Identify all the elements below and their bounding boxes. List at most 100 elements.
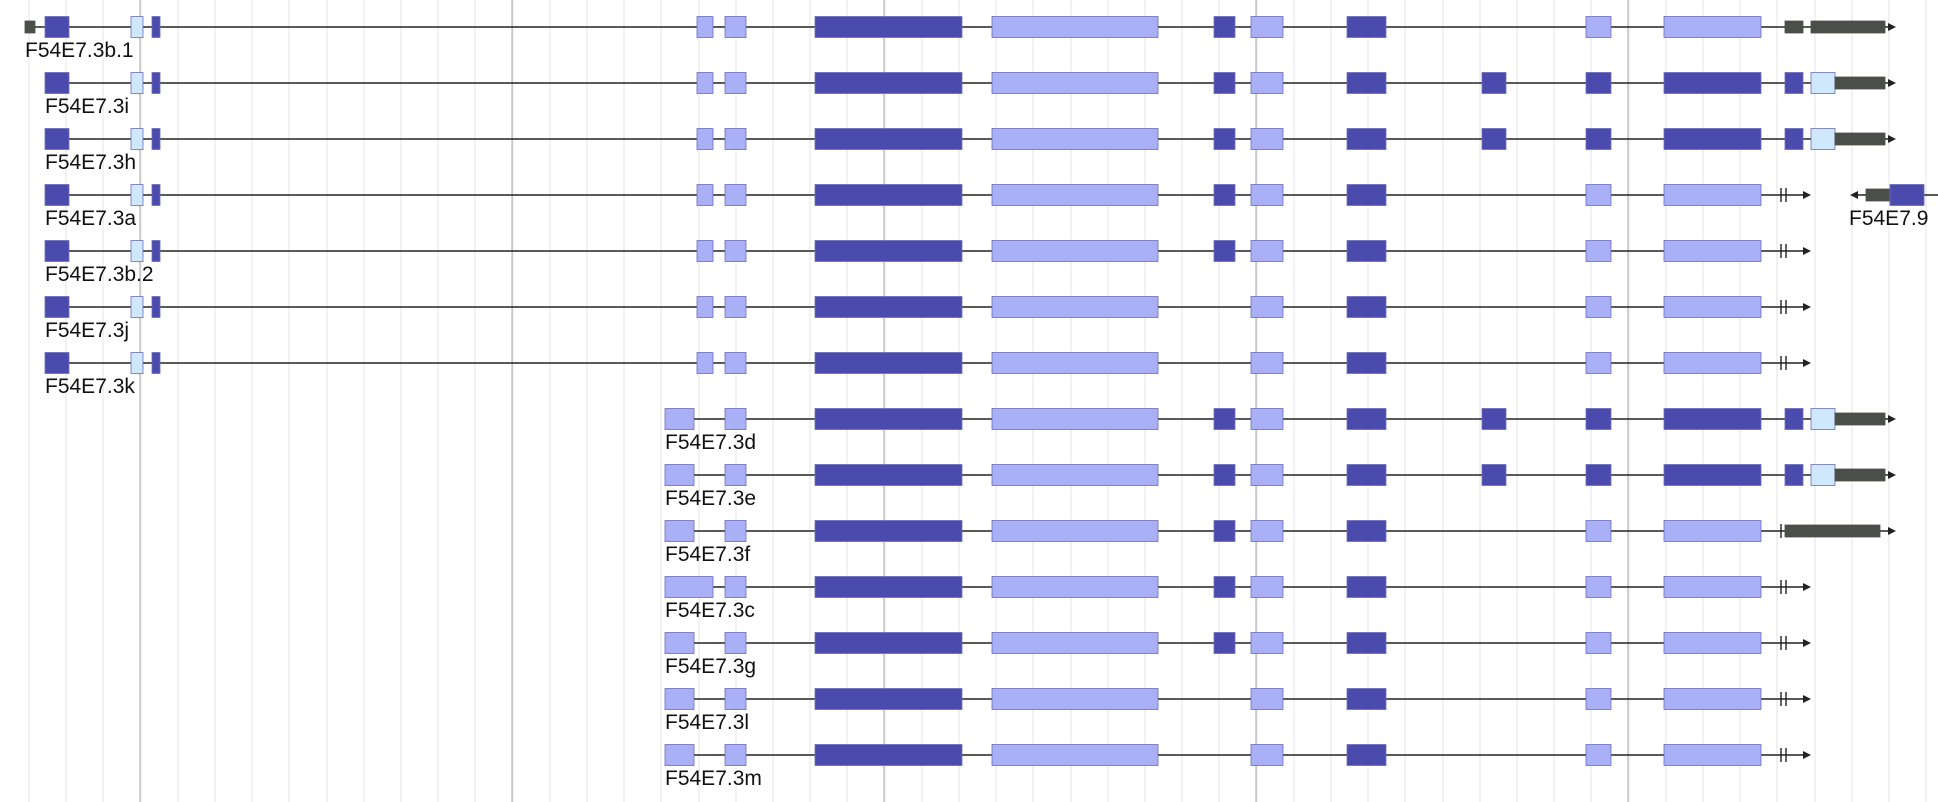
exon-block[interactable] bbox=[1585, 240, 1612, 262]
transcript-row[interactable]: F54E7.3a bbox=[44, 184, 1811, 231]
exon-block[interactable] bbox=[1250, 744, 1284, 766]
exon-block[interactable] bbox=[814, 744, 963, 766]
exon-block[interactable] bbox=[1213, 632, 1236, 654]
exon-block[interactable] bbox=[1889, 184, 1925, 206]
exon-block[interactable] bbox=[814, 296, 963, 318]
exon-block[interactable] bbox=[1585, 464, 1612, 486]
exon-block[interactable] bbox=[814, 352, 963, 374]
exon-block[interactable] bbox=[1250, 464, 1284, 486]
exon-block[interactable] bbox=[696, 184, 714, 206]
exon-block[interactable] bbox=[130, 352, 144, 374]
exon-block[interactable] bbox=[44, 16, 70, 38]
exon-block[interactable] bbox=[664, 688, 695, 710]
transcript-label[interactable]: F54E7.3a bbox=[45, 207, 136, 230]
exon-block[interactable] bbox=[1663, 296, 1762, 318]
exon-block[interactable] bbox=[1346, 240, 1387, 262]
exon-block[interactable] bbox=[664, 576, 714, 598]
exon-block[interactable] bbox=[991, 408, 1159, 430]
exon-block[interactable] bbox=[1810, 72, 1836, 94]
transcript-label[interactable]: F54E7.3i bbox=[45, 95, 129, 118]
transcript-label[interactable]: F54E7.3k bbox=[45, 375, 135, 398]
exon-block[interactable] bbox=[1585, 688, 1612, 710]
exon-block[interactable] bbox=[991, 688, 1159, 710]
exon-block[interactable] bbox=[1585, 72, 1612, 94]
exon-block[interactable] bbox=[696, 16, 714, 38]
exon-block[interactable] bbox=[991, 72, 1159, 94]
exon-block[interactable] bbox=[1585, 16, 1612, 38]
exon-block[interactable] bbox=[696, 128, 714, 150]
exon-block[interactable] bbox=[1663, 240, 1762, 262]
exon-block[interactable] bbox=[991, 464, 1159, 486]
transcript-row[interactable]: F54E7.3b.2 bbox=[44, 240, 1811, 287]
exon-block[interactable] bbox=[991, 744, 1159, 766]
utr-block[interactable] bbox=[1834, 132, 1886, 146]
exon-block[interactable] bbox=[1585, 632, 1612, 654]
exon-block[interactable] bbox=[991, 184, 1159, 206]
exon-block[interactable] bbox=[1663, 16, 1762, 38]
exon-block[interactable] bbox=[1663, 184, 1762, 206]
utr-block[interactable] bbox=[1784, 20, 1804, 34]
transcript-row[interactable]: F54E7.3l bbox=[664, 688, 1811, 735]
transcript-row[interactable]: F54E7.3i bbox=[44, 72, 1896, 119]
exon-block[interactable] bbox=[44, 240, 70, 262]
exon-block[interactable] bbox=[1784, 72, 1804, 94]
exon-block[interactable] bbox=[1346, 632, 1387, 654]
exon-block[interactable] bbox=[1784, 464, 1804, 486]
utr-block[interactable] bbox=[1834, 412, 1886, 426]
exon-block[interactable] bbox=[814, 464, 963, 486]
exon-block[interactable] bbox=[130, 184, 144, 206]
exon-block[interactable] bbox=[1585, 184, 1612, 206]
exon-block[interactable] bbox=[1213, 408, 1236, 430]
transcript-label[interactable]: F54E7.3j bbox=[45, 319, 129, 342]
exon-block[interactable] bbox=[1585, 128, 1612, 150]
exon-block[interactable] bbox=[814, 72, 963, 94]
transcript-label[interactable]: F54E7.3l bbox=[665, 711, 749, 734]
exon-block[interactable] bbox=[1213, 16, 1236, 38]
exon-block[interactable] bbox=[814, 632, 963, 654]
exon-block[interactable] bbox=[1481, 128, 1507, 150]
exon-block[interactable] bbox=[1346, 464, 1387, 486]
exon-block[interactable] bbox=[1213, 464, 1236, 486]
exon-block[interactable] bbox=[1250, 184, 1284, 206]
exon-block[interactable] bbox=[991, 520, 1159, 542]
exon-block[interactable] bbox=[1663, 128, 1762, 150]
exon-block[interactable] bbox=[1784, 128, 1804, 150]
exon-block[interactable] bbox=[1250, 520, 1284, 542]
exon-block[interactable] bbox=[724, 184, 747, 206]
transcript-label[interactable]: F54E7.3d bbox=[665, 431, 756, 454]
neighbor-gene-label[interactable]: F54E7.9 bbox=[1849, 207, 1928, 230]
exon-block[interactable] bbox=[664, 632, 695, 654]
utr-block[interactable] bbox=[1834, 76, 1886, 90]
exon-block[interactable] bbox=[814, 16, 963, 38]
exon-block[interactable] bbox=[724, 688, 747, 710]
exon-block[interactable] bbox=[991, 240, 1159, 262]
transcript-label[interactable]: F54E7.3b.1 bbox=[25, 39, 134, 62]
utr-block[interactable] bbox=[1834, 468, 1886, 482]
exon-block[interactable] bbox=[1481, 408, 1507, 430]
exon-block[interactable] bbox=[1346, 688, 1387, 710]
transcript-row[interactable]: F54E7.3m bbox=[664, 744, 1811, 791]
transcript-row[interactable]: F54E7.3h bbox=[44, 128, 1896, 175]
exon-block[interactable] bbox=[1346, 744, 1387, 766]
exon-block[interactable] bbox=[1585, 744, 1612, 766]
transcript-row[interactable]: F54E7.3j bbox=[44, 296, 1811, 343]
exon-block[interactable] bbox=[1250, 296, 1284, 318]
exon-block[interactable] bbox=[696, 240, 714, 262]
exon-block[interactable] bbox=[1346, 184, 1387, 206]
exon-block[interactable] bbox=[724, 128, 747, 150]
exon-block[interactable] bbox=[814, 408, 963, 430]
transcript-row[interactable]: F54E7.3d bbox=[664, 408, 1896, 455]
exon-block[interactable] bbox=[1213, 520, 1236, 542]
exon-block[interactable] bbox=[724, 576, 747, 598]
exon-block[interactable] bbox=[1346, 408, 1387, 430]
exon-block[interactable] bbox=[130, 128, 144, 150]
exon-block[interactable] bbox=[1250, 632, 1284, 654]
exon-block[interactable] bbox=[1346, 520, 1387, 542]
exon-block[interactable] bbox=[1663, 408, 1762, 430]
exon-block[interactable] bbox=[1250, 72, 1284, 94]
exon-block[interactable] bbox=[44, 72, 70, 94]
transcript-row[interactable]: F54E7.3k bbox=[44, 352, 1811, 399]
exon-block[interactable] bbox=[696, 352, 714, 374]
exon-block[interactable] bbox=[991, 576, 1159, 598]
exon-block[interactable] bbox=[130, 16, 144, 38]
